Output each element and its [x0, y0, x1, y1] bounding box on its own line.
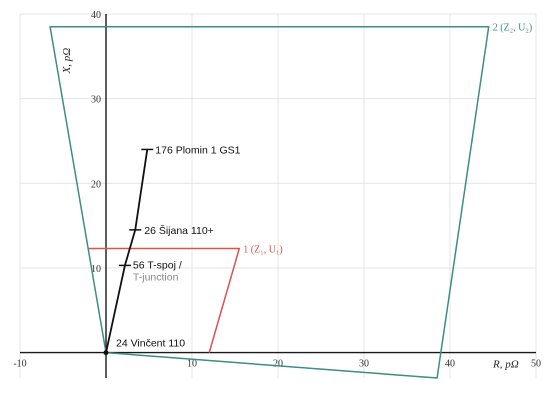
y-tick-label: 10 — [91, 264, 101, 275]
annotation-label: 26 Šijana 110+ — [144, 224, 214, 237]
annotation-label: 176 Plomin 1 GS1 — [155, 144, 240, 156]
y-tick-label: 20 — [91, 179, 101, 190]
y-axis-label: X, pΩ — [61, 48, 73, 75]
annotation-label: 56 T-spoj / — [133, 259, 182, 271]
x-tick-label: 50 — [531, 359, 541, 370]
annotation-label: 24 Vinčent 110 — [116, 338, 185, 350]
x-tick-label: 40 — [445, 359, 455, 370]
zone-2-characteristic — [49, 25, 490, 379]
zone-1-label: 1 (Z₁, U₁) — [243, 244, 282, 255]
y-tick-label: 40 — [91, 10, 101, 21]
x-tick-label: -10 — [13, 359, 26, 370]
line-impedance-path — [105, 149, 149, 353]
x-axis-label: R, pΩ — [492, 359, 519, 371]
annotation-sublabel: T-junction — [133, 271, 179, 283]
grid — [19, 13, 537, 378]
tick-labels: -10 10 20 30 40 50 10 20 30 40 — [13, 10, 541, 370]
x-tick-label: 20 — [273, 359, 283, 370]
x-tick-label: 10 — [187, 359, 197, 370]
x-tick-label: 30 — [359, 359, 369, 370]
zone-2-label: 2 (Z₂, U₂) — [493, 23, 532, 34]
series-layer: 2 (Z₂, U₂) 1 (Z₁, U₁) — [49, 23, 532, 379]
origin-point — [103, 350, 109, 356]
annotations-layer: 176 Plomin 1 GS1 26 Šijana 110+ 56 T-spoj … — [116, 144, 241, 349]
y-tick-label: 30 — [91, 95, 101, 106]
zone-1-characteristic — [88, 247, 241, 353]
